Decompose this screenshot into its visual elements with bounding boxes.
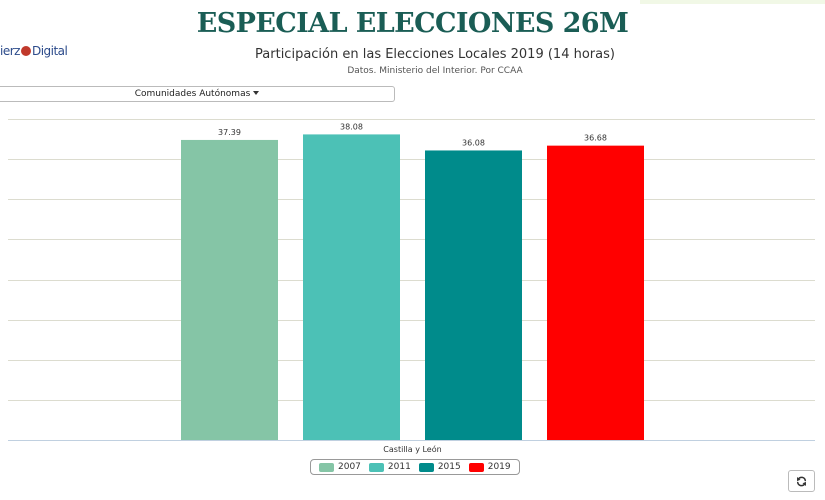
region-selector-dropdown[interactable]: Comunidades Autónomas: [0, 86, 395, 102]
globe-icon: [20, 46, 31, 56]
page-title: ESPECIAL ELECCIONES 26M: [196, 8, 629, 39]
legend-swatch: [319, 462, 334, 472]
site-logo[interactable]: ierz Digital: [0, 44, 70, 68]
top-banner-strip: [640, 0, 825, 4]
bar-value-label-2007: 37.39: [218, 128, 241, 137]
region-selector-label: Comunidades Autónomas: [134, 89, 251, 99]
chart-title: Participación en las Elecciones Locales …: [255, 47, 615, 62]
bar-2007[interactable]: [181, 139, 278, 440]
logo-text-left: ierz: [0, 44, 20, 58]
chart-legend: 2007 2011 2015 2019: [310, 459, 520, 475]
refresh-button[interactable]: [788, 470, 815, 492]
legend-label: 2015: [437, 462, 461, 472]
bar-2019[interactable]: [547, 145, 644, 440]
logo-text-right: Digital: [31, 44, 68, 58]
x-category-label: Castilla y León: [383, 444, 441, 454]
legend-swatch: [368, 462, 384, 472]
refresh-icon: [796, 476, 807, 486]
legend-label: 2011: [387, 462, 411, 472]
legend-label: 2007: [338, 462, 361, 472]
legend-item-2011[interactable]: 2011: [368, 462, 411, 472]
legend-item-2019[interactable]: 2019: [468, 462, 511, 472]
bar-2015[interactable]: [425, 150, 522, 440]
caret-down-icon: [253, 91, 260, 95]
legend-swatch: [468, 462, 484, 472]
bar-2011[interactable]: [303, 134, 400, 440]
legend-item-2015[interactable]: 2015: [418, 462, 461, 472]
bar-value-label-2015: 36.08: [462, 138, 485, 147]
logo-wordmark: ierz Digital: [0, 44, 68, 58]
legend-item-2007[interactable]: 2007: [319, 462, 361, 472]
legend-label: 2019: [487, 462, 511, 472]
legend-swatch: [418, 462, 434, 472]
bar-value-label-2011: 38.08: [340, 122, 363, 131]
chart-subtitle: Datos. Ministerio del Interior. Por CCAA: [347, 66, 523, 76]
bar-value-label-2019: 36.68: [584, 134, 607, 143]
